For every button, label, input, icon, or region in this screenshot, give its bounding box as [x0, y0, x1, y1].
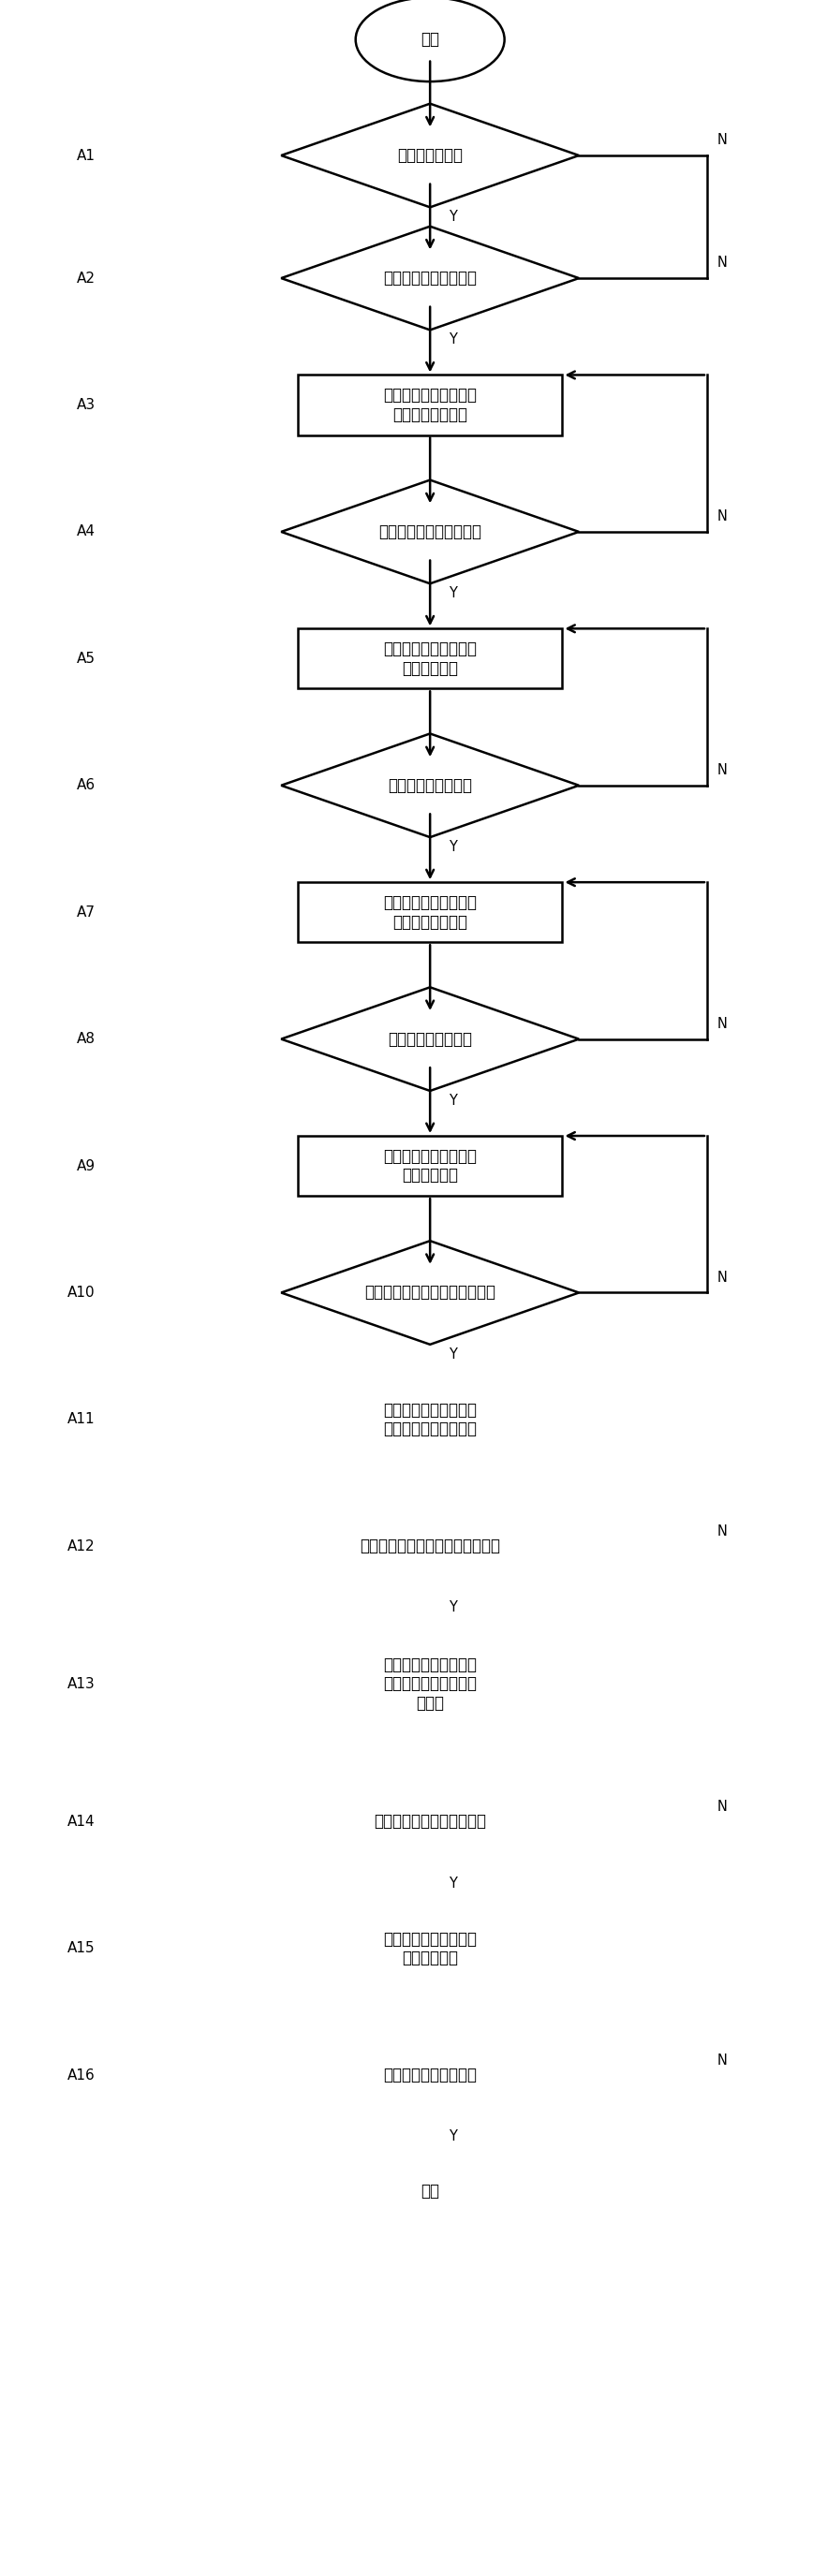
Text: 电机与发动机转速是否同步: 电机与发动机转速是否同步	[374, 1814, 486, 1829]
Polygon shape	[281, 2025, 579, 2128]
Text: Y: Y	[448, 2130, 457, 2143]
Text: Y: Y	[448, 1875, 457, 1891]
Text: A13: A13	[67, 1677, 95, 1690]
Text: A15: A15	[67, 1942, 95, 1955]
Text: N: N	[717, 1801, 727, 1814]
Text: A7: A7	[76, 904, 95, 920]
FancyBboxPatch shape	[298, 1643, 562, 1726]
Text: N: N	[717, 1525, 727, 1538]
Text: A12: A12	[67, 1540, 95, 1553]
Text: A16: A16	[67, 2069, 95, 2081]
Text: 是否有催化剂加热需求: 是否有催化剂加热需求	[383, 270, 477, 286]
Text: A9: A9	[76, 1159, 95, 1172]
Polygon shape	[281, 103, 579, 206]
Text: 整车控制器控制起动电
机起动发动机: 整车控制器控制起动电 机起动发动机	[383, 641, 477, 677]
FancyBboxPatch shape	[298, 1388, 562, 1450]
Text: A8: A8	[76, 1033, 95, 1046]
Text: Y: Y	[448, 1600, 457, 1615]
Text: N: N	[717, 762, 727, 778]
Text: 耦合机构控制器控制耦
合机构离合器逐渐闭合: 耦合机构控制器控制耦 合机构离合器逐渐闭合	[383, 1401, 477, 1437]
FancyBboxPatch shape	[298, 1919, 562, 1978]
FancyBboxPatch shape	[298, 881, 562, 943]
Text: 是否有起动需求: 是否有起动需求	[397, 147, 463, 165]
Text: Y: Y	[448, 1092, 457, 1108]
Polygon shape	[281, 227, 579, 330]
Text: N: N	[717, 134, 727, 147]
Text: Y: Y	[448, 209, 457, 224]
Polygon shape	[281, 734, 579, 837]
Text: 变速箱离合器是否处于滑摩状态: 变速箱离合器是否处于滑摩状态	[365, 1285, 495, 1301]
Text: A5: A5	[76, 652, 95, 665]
Text: N: N	[717, 1018, 727, 1030]
Text: 催化剂加热是否完成: 催化剂加热是否完成	[388, 1030, 472, 1048]
Text: A14: A14	[67, 1814, 95, 1829]
Text: 发动机是否成功起动: 发动机是否成功起动	[388, 778, 472, 793]
Text: N: N	[717, 1270, 727, 1285]
Text: A4: A4	[76, 526, 95, 538]
Text: Y: Y	[448, 1347, 457, 1360]
Text: 变速箱控制器请求变速
箱离合器闭合: 变速箱控制器请求变速 箱离合器闭合	[383, 1929, 477, 1965]
Text: A2: A2	[76, 270, 95, 286]
Text: A10: A10	[67, 1285, 95, 1301]
Text: A6: A6	[76, 778, 95, 793]
FancyBboxPatch shape	[298, 1136, 562, 1195]
Polygon shape	[281, 1242, 579, 1345]
FancyBboxPatch shape	[298, 376, 562, 435]
Text: A11: A11	[67, 1412, 95, 1427]
Text: Y: Y	[448, 332, 457, 348]
Text: Y: Y	[448, 587, 457, 600]
Text: Y: Y	[448, 840, 457, 853]
Text: 发动机控制器控制发动
机进行催化剂加热: 发动机控制器控制发动 机进行催化剂加热	[383, 894, 477, 930]
Text: 耦合机构控制器控制耦
合机构离合器打开: 耦合机构控制器控制耦 合机构离合器打开	[383, 386, 477, 422]
Ellipse shape	[356, 2148, 504, 2233]
Polygon shape	[281, 1494, 579, 1597]
Text: 变速箱控制器控制变速
箱离合器滑摩: 变速箱控制器控制变速 箱离合器滑摩	[383, 1149, 477, 1185]
Text: 变速箱离合器结合完成: 变速箱离合器结合完成	[383, 2066, 477, 2084]
Text: N: N	[717, 510, 727, 523]
FancyBboxPatch shape	[298, 629, 562, 688]
Text: 结束: 结束	[421, 2182, 439, 2200]
Text: 开始: 开始	[421, 31, 439, 49]
Ellipse shape	[356, 0, 504, 82]
Text: A1: A1	[76, 149, 95, 162]
Text: 电机与变速箱输入轴转速是否同步: 电机与变速箱输入轴转速是否同步	[360, 1538, 500, 1556]
Polygon shape	[281, 987, 579, 1090]
Polygon shape	[281, 1770, 579, 1873]
Text: 耦合机构离合器是否打开: 耦合机构离合器是否打开	[379, 523, 481, 541]
Polygon shape	[281, 479, 579, 585]
Text: N: N	[717, 2053, 727, 2066]
Text: 电机控制器以变速箱输
入轴转速为目标控制电
机扭矩: 电机控制器以变速箱输 入轴转速为目标控制电 机扭矩	[383, 1656, 477, 1713]
Text: N: N	[717, 255, 727, 270]
Text: A3: A3	[76, 397, 95, 412]
